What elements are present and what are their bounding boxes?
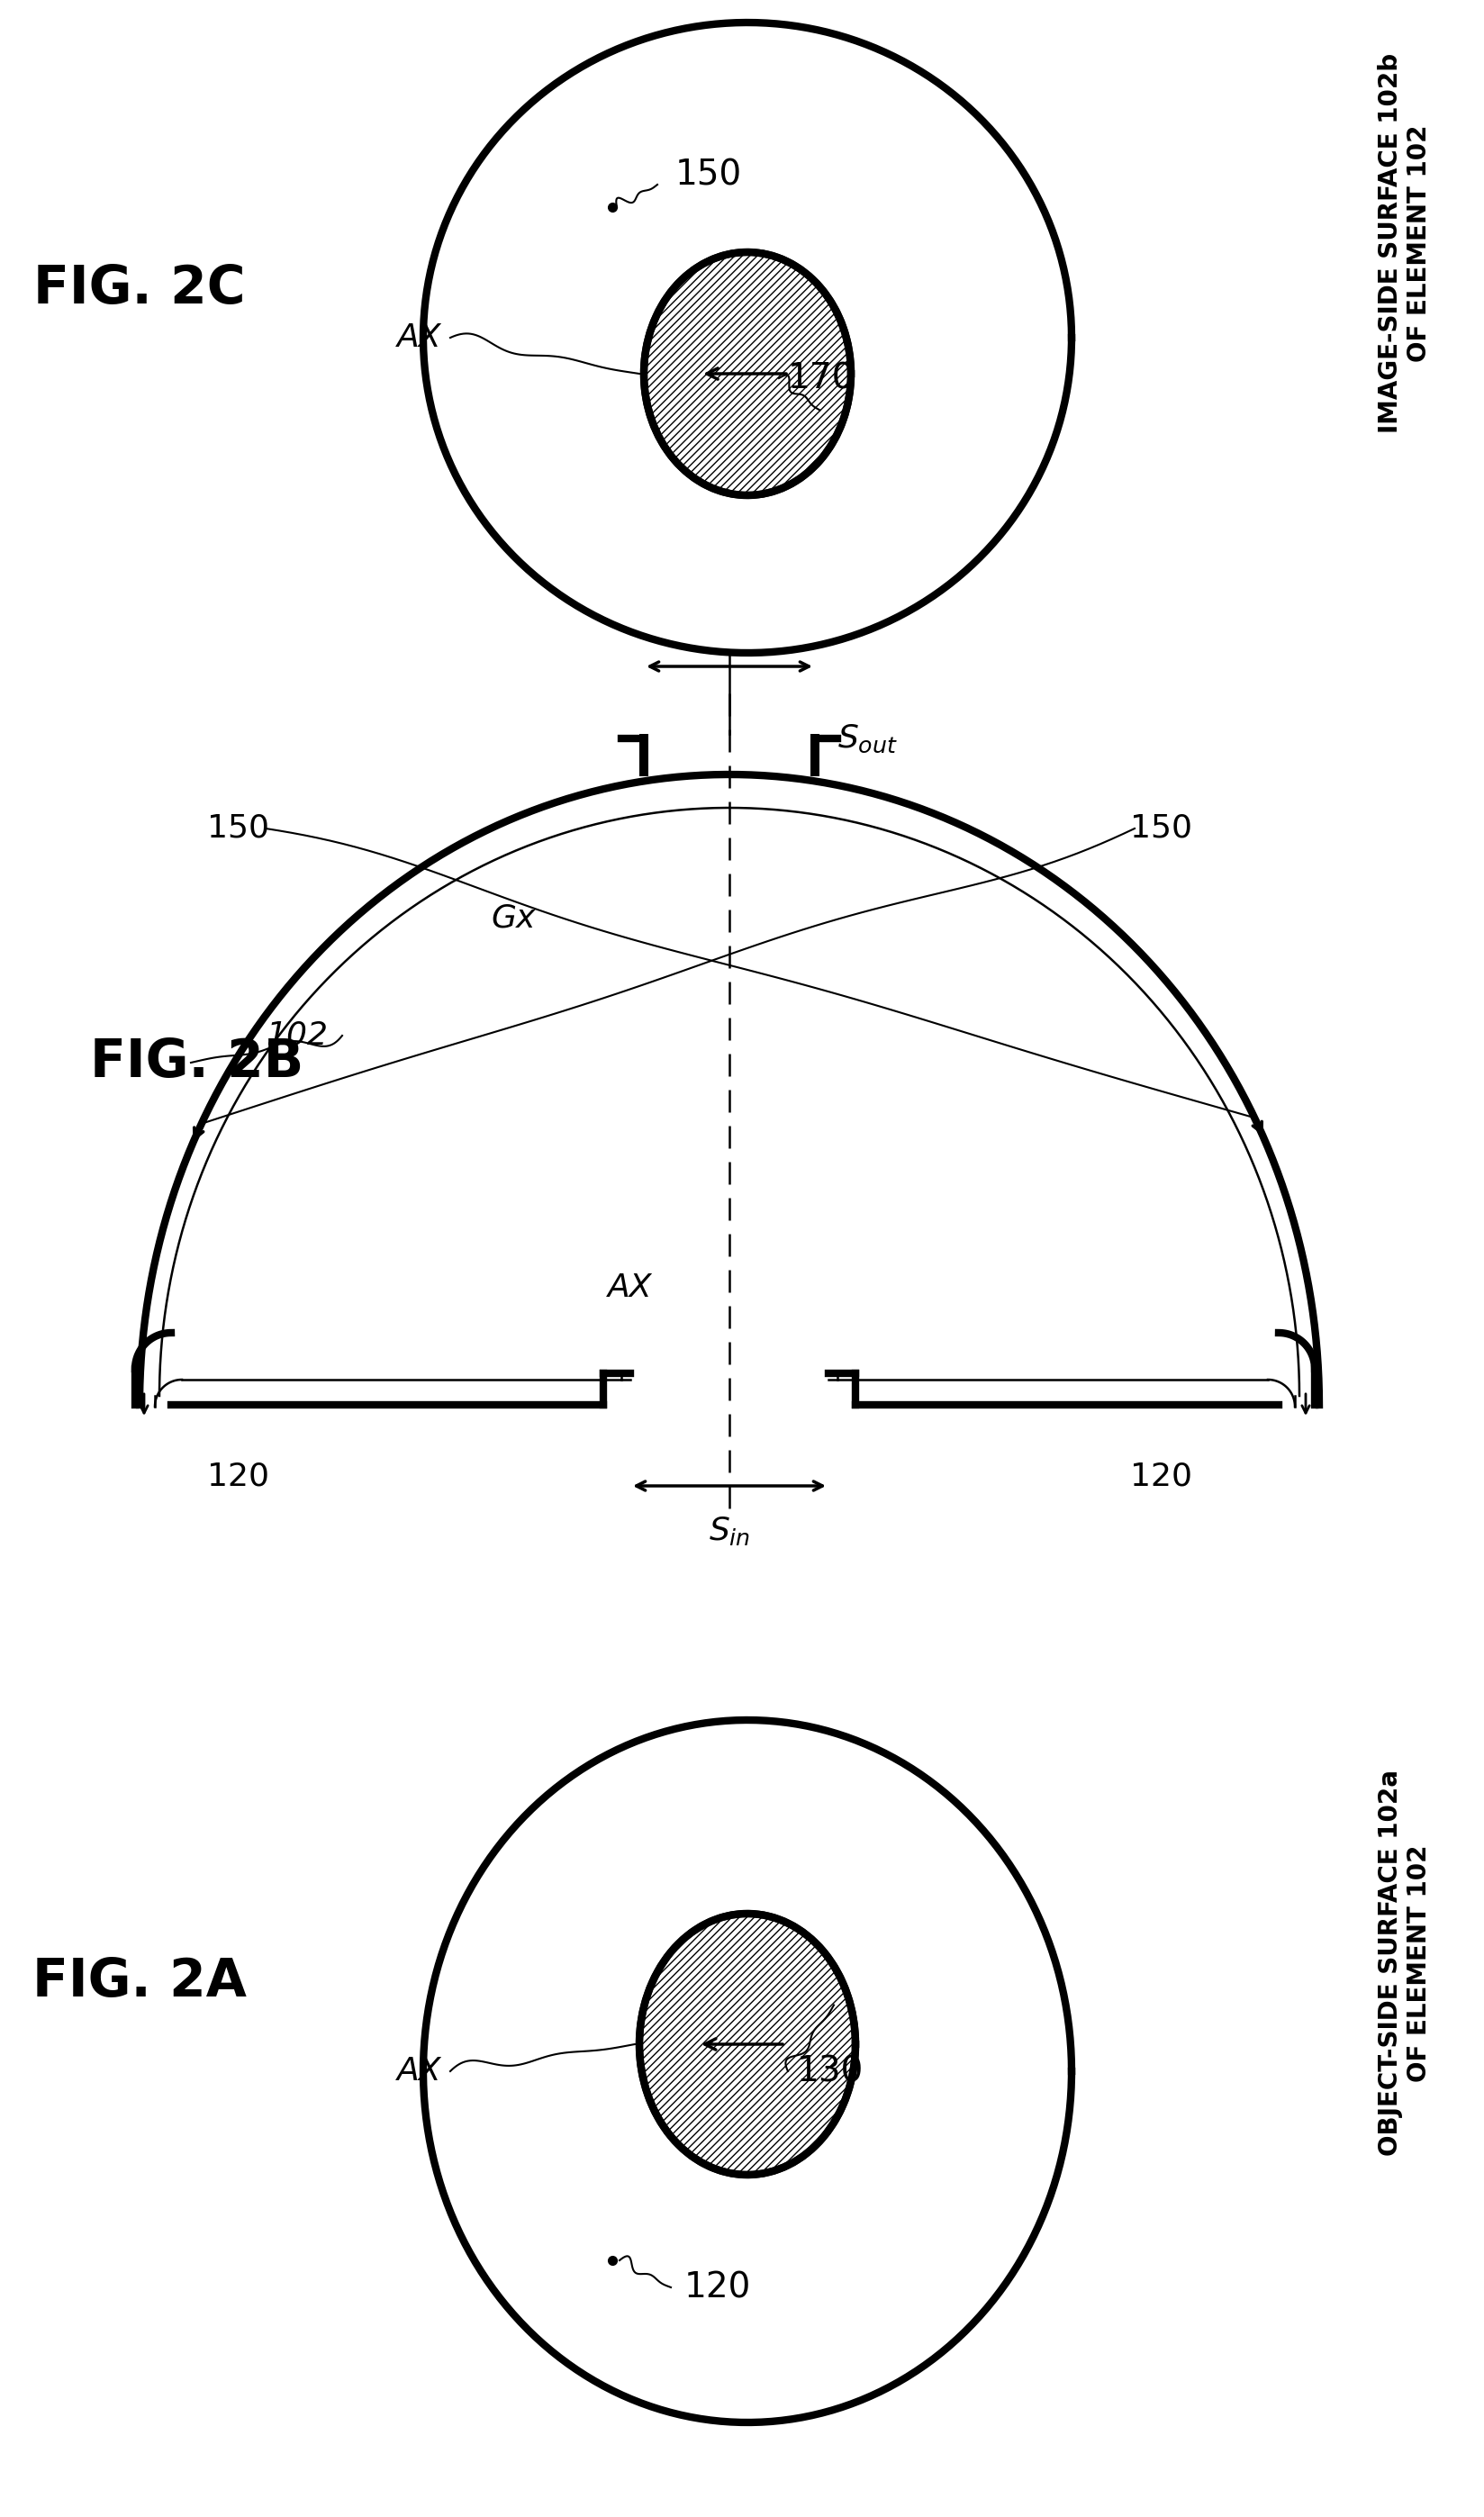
Text: AX: AX <box>396 322 441 352</box>
Text: IMAGE-SIDE SURFACE 102b
OF ELEMENT 102: IMAGE-SIDE SURFACE 102b OF ELEMENT 102 <box>1377 53 1431 433</box>
Text: FIG. 2C: FIG. 2C <box>34 262 245 315</box>
Text: 102: 102 <box>266 1019 328 1052</box>
Text: 120: 120 <box>684 2270 751 2306</box>
Ellipse shape <box>640 1913 855 2175</box>
Text: $S_{in}$: $S_{in}$ <box>708 1515 749 1548</box>
Text: 120: 120 <box>208 1462 270 1493</box>
Text: 150: 150 <box>1129 813 1192 843</box>
Text: AX: AX <box>396 2056 441 2087</box>
Text: 120: 120 <box>1129 1462 1192 1493</box>
Text: OBJECT-SIDE SURFACE 102a
OF ELEMENT 102: OBJECT-SIDE SURFACE 102a OF ELEMENT 102 <box>1377 1769 1431 2157</box>
Text: Gx: Gx <box>491 904 536 934</box>
Text: AX: AX <box>607 1274 653 1304</box>
Text: FIG. 2B: FIG. 2B <box>91 1037 304 1087</box>
Text: $S_{out}$: $S_{out}$ <box>837 722 898 755</box>
Text: 170: 170 <box>788 360 855 395</box>
Text: 130: 130 <box>797 2054 864 2089</box>
Text: FIG. 2A: FIG. 2A <box>33 1956 246 2006</box>
Text: 150: 150 <box>208 813 270 843</box>
Ellipse shape <box>644 252 850 496</box>
Text: 150: 150 <box>675 159 742 194</box>
